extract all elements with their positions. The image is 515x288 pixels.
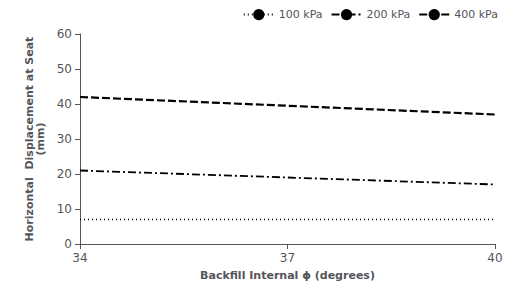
svg-text:Horizontal Displacement at Sea: Horizontal Displacement at Seat xyxy=(22,36,36,242)
svg-text:400 kPa: 400 kPa xyxy=(454,8,498,21)
svg-text:20: 20 xyxy=(57,167,72,181)
svg-text:0: 0 xyxy=(64,237,72,251)
svg-text:100 kPa: 100 kPa xyxy=(279,8,323,21)
svg-text:200 kPa: 200 kPa xyxy=(367,8,411,21)
svg-text:10: 10 xyxy=(57,202,72,216)
svg-text:34: 34 xyxy=(72,251,87,265)
svg-text:37: 37 xyxy=(280,251,295,265)
svg-text:Backfill Internal ϕ (degrees): Backfill Internal ϕ (degrees) xyxy=(200,269,375,282)
svg-text:40: 40 xyxy=(57,97,72,111)
svg-text:40: 40 xyxy=(487,251,502,265)
svg-text:(mm): (mm) xyxy=(34,123,47,156)
svg-text:50: 50 xyxy=(57,62,72,76)
svg-text:30: 30 xyxy=(57,132,72,146)
svg-text:60: 60 xyxy=(57,27,72,41)
